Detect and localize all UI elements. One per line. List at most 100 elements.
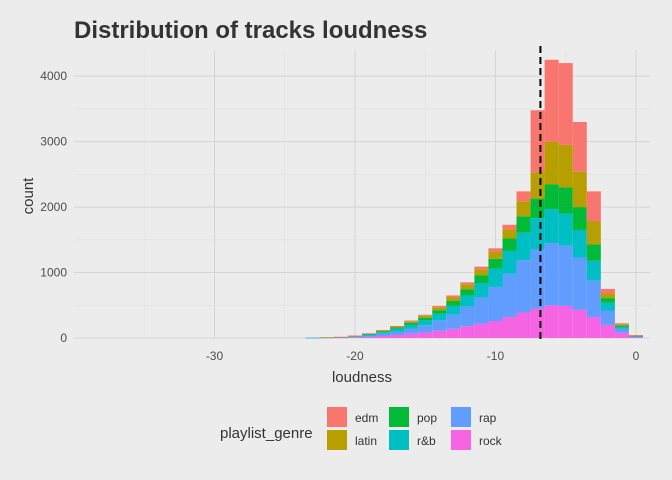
bar-rnb-bin <box>586 260 601 281</box>
bar-pop-bin <box>572 207 587 230</box>
bar-latin-bin <box>432 307 447 311</box>
bar-rap-bin <box>502 273 517 318</box>
legend-label-rap: rap <box>479 411 497 425</box>
bar-latin-bin <box>614 324 629 326</box>
bar-pop-bin <box>628 335 643 337</box>
bar-rap-bin <box>572 257 587 310</box>
bar-rock-bin <box>474 323 489 338</box>
bar-rap-bin <box>418 325 433 333</box>
bar-rock-bin <box>418 332 433 338</box>
bar-edm-bin <box>390 325 405 327</box>
bar-pop-bin <box>376 331 391 333</box>
bar-edm-bin <box>404 320 419 322</box>
x-tick-label: -20 <box>346 349 364 363</box>
bar-edm-bin <box>488 248 503 252</box>
bar-rock-bin <box>614 332 629 338</box>
bar-latin-bin <box>404 321 419 323</box>
legend: edm latin pop r&b rap rock <box>327 407 503 450</box>
bar-pop-bin <box>404 322 419 325</box>
bar-edm-bin <box>530 110 545 173</box>
bar-edm-bin <box>376 330 391 331</box>
bar-latin-bin <box>376 330 391 332</box>
bar-latin-bin <box>586 221 601 245</box>
bar-edm-bin <box>586 191 601 222</box>
bar-latin-bin <box>418 315 433 318</box>
bar-rap-bin <box>488 286 503 321</box>
bar-pop-bin <box>516 216 531 233</box>
bar-edm-bin <box>628 335 643 336</box>
bar-pop-bin <box>600 298 615 303</box>
bar-latin-bin <box>572 171 587 208</box>
bar-rock-bin <box>586 317 601 338</box>
bar-edm-bin <box>544 59 559 142</box>
bar-rap-bin <box>460 306 475 327</box>
bar-rap-bin <box>600 310 615 325</box>
bar-edm-bin <box>347 335 362 337</box>
bar-rnb-bin <box>572 230 587 258</box>
bar-latin-bin <box>488 251 503 259</box>
bar-rnb-bin <box>530 218 545 250</box>
bar-rock-bin <box>572 309 587 338</box>
bar-rnb-bin <box>347 336 362 337</box>
bar-rock-bin <box>600 324 615 338</box>
bar-rap-bin <box>530 249 545 309</box>
legend-swatch-rnb <box>389 430 409 450</box>
bar-edm-bin <box>600 288 615 294</box>
bar-latin-bin <box>530 172 545 199</box>
y-tick-label: 4000 <box>40 69 67 83</box>
bar-rock-bin <box>460 326 475 338</box>
bar-rnb-bin <box>474 283 489 298</box>
y-axis-label: count <box>20 177 37 215</box>
bar-latin-bin <box>474 269 489 276</box>
bar-rock-bin <box>390 335 405 338</box>
bar-rock-bin <box>558 305 573 338</box>
bar-rock-bin <box>544 305 559 338</box>
bar-rock-bin <box>362 336 377 338</box>
bar-latin-bin <box>544 141 559 185</box>
legend-swatch-rock <box>451 430 471 450</box>
bar-edm-bin <box>362 333 377 334</box>
bar-rock-bin <box>347 337 362 338</box>
legend-swatch-pop <box>389 407 409 427</box>
bar-pop-bin <box>586 244 601 261</box>
bar-rock-bin <box>432 330 447 338</box>
bar-edm-bin <box>474 266 489 270</box>
bar-rnb-bin <box>628 336 643 337</box>
bar-edm-bin <box>558 63 573 145</box>
bar-latin-bin <box>558 144 573 188</box>
bar-pop-bin <box>488 258 503 269</box>
bar-edm-bin <box>460 282 475 285</box>
bar-latin-bin <box>362 333 377 335</box>
bar-pop-bin <box>544 184 559 210</box>
bar-rnb-bin <box>432 313 447 321</box>
bar-rnb-bin <box>460 295 475 307</box>
bar-latin-bin <box>390 326 405 328</box>
legend-label-rock: rock <box>479 434 503 448</box>
bar-pop-bin <box>558 187 573 214</box>
bar-pop-bin <box>347 335 362 337</box>
bar-rap-bin <box>446 314 461 329</box>
x-axis-label: loudness <box>332 369 392 386</box>
bar-pop-bin <box>432 310 447 314</box>
legend-swatch-edm <box>327 407 347 427</box>
bar-latin-bin <box>460 284 475 290</box>
bar-rap-bin <box>614 328 629 333</box>
bar-rap-bin <box>516 260 531 313</box>
bar-edm-bin <box>333 336 348 338</box>
legend-label-edm: edm <box>355 411 378 425</box>
bar-rap-bin <box>376 333 391 337</box>
y-tick-label: 3000 <box>40 135 67 149</box>
bar-latin-bin <box>446 297 461 302</box>
chart-title: Distribution of tracks loudness <box>74 17 427 44</box>
bar-edm-bin <box>502 224 517 230</box>
bar-pop-bin <box>502 238 517 251</box>
bar-rap-bin <box>628 336 643 338</box>
bar-edm-bin <box>446 295 461 298</box>
bar-rnb-bin <box>305 337 320 339</box>
bar-rap-bin <box>558 245 573 306</box>
bar-rock-bin <box>516 312 531 338</box>
histogram-bars <box>305 59 643 339</box>
y-axis-ticks: 0 1000 2000 3000 4000 <box>40 69 67 345</box>
bar-rock-bin <box>502 317 517 338</box>
